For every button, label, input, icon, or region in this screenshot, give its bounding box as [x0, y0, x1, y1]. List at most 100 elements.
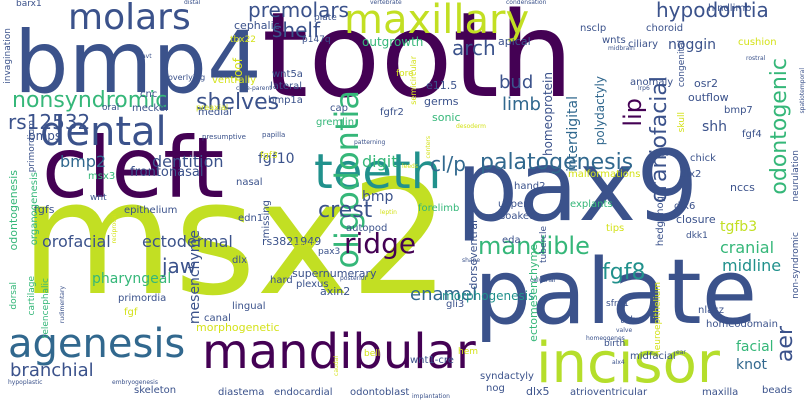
word-preaxial: preaxial [196, 103, 229, 112]
word-hem: hem [458, 347, 479, 357]
word-tube: tube [620, 315, 643, 326]
word-odontogenesis: odontogenesis [7, 170, 20, 251]
word-barx1: barx1 [16, 0, 42, 9]
word-fgf8: fgf8 [602, 260, 646, 285]
word-nog: nog [486, 383, 505, 394]
word-tgfb3: tgfb3 [720, 219, 758, 235]
word-shelf: shelf [272, 18, 320, 42]
word-chick: chick [690, 153, 716, 164]
word-diastema: diastema [218, 387, 265, 398]
word-canal: canal [204, 313, 231, 324]
word-facial: facial [736, 339, 774, 355]
word-rostral: rostral [746, 55, 766, 62]
word-soaked: soaked [500, 211, 536, 222]
word-tooth: tooth [262, 0, 574, 124]
word-dental: dental [40, 109, 167, 155]
word-maxilla: maxilla [702, 387, 739, 398]
word-leptin: leptin [380, 209, 397, 216]
word-embryogenesis: embryogenesis [112, 379, 158, 386]
word-pharyngeal: pharyngeal [92, 271, 172, 287]
word-lingual: lingual [232, 301, 266, 312]
word-digit: digit [362, 152, 398, 171]
word-dlx5: dlx5 [526, 385, 550, 398]
word-cleft: cleft [42, 119, 225, 217]
word-knot: knot [736, 357, 768, 373]
word-lateral: lateral [270, 81, 302, 92]
word-oral: oral [102, 103, 120, 113]
word-centers: centers [425, 136, 432, 159]
word-midline: midline [722, 256, 782, 275]
word-skull: skull [677, 112, 687, 133]
word-noggin: noggin [668, 37, 716, 53]
word-morphogenesis: morphogenesis [442, 289, 535, 303]
word-hypoplastic: hypoplastic [8, 379, 43, 386]
word-reciprocal: reciprocal [111, 214, 118, 244]
word-tubercle: tubercle [539, 226, 549, 263]
word-bmp7: bmp7 [724, 105, 753, 116]
word-lrp6: lrp6 [638, 85, 650, 92]
word-hand2: hand2 [514, 181, 546, 192]
word-upper: upper [498, 199, 528, 210]
word-endocardial: endocardial [274, 387, 333, 398]
word-fgf10: fgf10 [258, 151, 295, 167]
word-meckel: meckel [132, 103, 168, 114]
word-dlx2: dlx2 [680, 169, 702, 180]
word-patterning: patterning [354, 139, 386, 146]
word-fgfr2: fgfr2 [380, 107, 404, 118]
word-wnt: wnt [90, 193, 107, 203]
word-semicircular: semicircular [409, 56, 418, 105]
word-beads: beads [762, 385, 793, 396]
word-autopod: autopod [346, 223, 388, 234]
word-aer: aer [773, 326, 798, 363]
word-gremlin: gremlin [316, 117, 355, 128]
word-plate: plate [314, 13, 337, 23]
word-shh: shh [702, 119, 728, 135]
word-calvarial: calvarial [530, 277, 556, 284]
word-cnc: cnc [140, 89, 158, 100]
word-nsclp: nsclp [580, 23, 607, 34]
word-crest: crest [318, 198, 373, 223]
word-mandible: mandible [478, 232, 590, 260]
word-branchial: branchial [10, 360, 94, 381]
word-craniofacial: craniofacial [647, 76, 672, 204]
word-neurulation: neurulation [791, 150, 801, 202]
word-case-parent: case-parent [236, 85, 272, 92]
word-valve: valve [616, 327, 633, 334]
word-homeogenes: homeogenes [586, 335, 625, 342]
word-anomaly: anomaly [630, 77, 674, 88]
word-ectodermal: ectodermal [142, 232, 233, 251]
word-homeodomain: homeodomain [706, 319, 778, 330]
word-dorsal: dorsal [9, 282, 19, 310]
word-malformations: malformations [568, 169, 641, 180]
word-skeleton: skeleton [134, 385, 177, 396]
word-midfacial: midfacial [630, 351, 676, 362]
word-desoderm: desoderm [456, 123, 487, 130]
word-p147q: p147q [302, 35, 331, 45]
word-edn1: edn1 [238, 213, 264, 224]
word-gli3: gli3 [446, 299, 465, 310]
word-orofacial: orofacial [42, 232, 111, 251]
word-choroid: choroid [646, 23, 684, 34]
word-spatiotemporal: spatiotemporal [799, 68, 806, 114]
word-hypodontia: hypodontia [656, 0, 769, 22]
word-jaw: jaw [162, 254, 197, 278]
word-atrioventricular: atrioventricular [570, 387, 648, 398]
word-fgf3: fgf3 [260, 151, 278, 161]
word-vertebrate: vertebrate [370, 0, 402, 6]
word-cap: cap [330, 103, 348, 114]
word-nasal: nasal [236, 177, 263, 188]
word-bmps: bmps [28, 129, 62, 143]
word-pax3: pax3 [318, 247, 341, 257]
word-caudal: caudal [333, 356, 340, 376]
word-ectomesenchyme: ectomesenchyme [527, 244, 540, 342]
word-polydactyly: polydactyly [593, 76, 607, 146]
word-msx3: msx3 [88, 171, 116, 182]
word-posterior: posterior [340, 275, 367, 282]
word-interdigital: interdigital [565, 96, 581, 172]
word-bmp4: bmp4 [14, 13, 262, 113]
word-hard: hard [270, 275, 293, 286]
word-bmp1a: bmp1a [268, 95, 303, 106]
word-wnts: wnts [602, 35, 626, 46]
word-syndactyly: syndactyly [480, 371, 534, 382]
word-overlying: overlying [168, 73, 206, 82]
